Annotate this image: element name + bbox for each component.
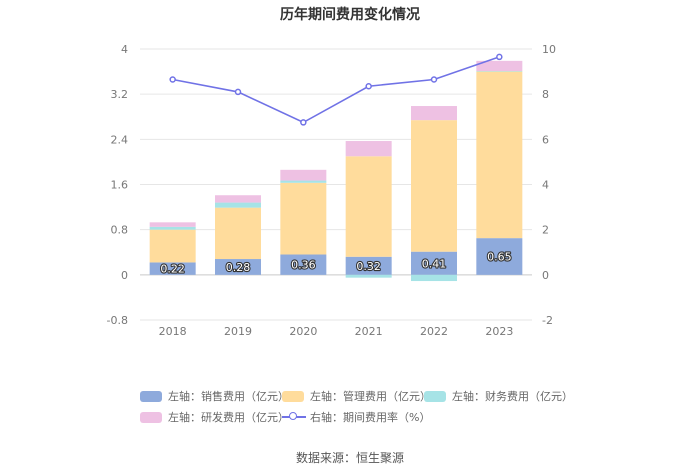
data-label: 0.36 xyxy=(291,259,316,272)
x-tick-label: 2021 xyxy=(355,325,383,338)
bar-segment xyxy=(411,274,457,282)
rate-point xyxy=(430,76,438,83)
bar-segment xyxy=(411,251,457,275)
data-label: 0.32 xyxy=(356,260,381,273)
legend-item-rnd[interactable]: 左轴：研发费用（亿元） xyxy=(140,409,289,425)
legend-label-rate: 右轴：期间费用率（%） xyxy=(310,411,431,424)
legend-label-sales: 左轴：销售费用（亿元） xyxy=(168,390,289,403)
bar-segment xyxy=(215,259,261,275)
legend-label-admin: 左轴：管理费用（亿元） xyxy=(310,390,431,403)
bar-segment xyxy=(476,238,523,275)
bar-segment xyxy=(476,71,523,239)
rate-point xyxy=(234,88,242,96)
bar-segment xyxy=(280,180,327,183)
bar-segment xyxy=(280,169,327,181)
legend-label-finance: 左轴：财务费用（亿元） xyxy=(452,390,573,403)
right-tick-label: 2 xyxy=(542,224,549,237)
bar-segment xyxy=(476,60,523,72)
legend-item-rate[interactable]: 右轴：期间费用率（%） xyxy=(282,409,430,425)
data-label: 0.28 xyxy=(226,261,251,274)
right-tick-label: 0 xyxy=(542,269,549,282)
bar-segment xyxy=(215,195,261,203)
data-label: 0.65 xyxy=(487,250,512,263)
x-tick-label: 2022 xyxy=(420,325,448,338)
bar-segment xyxy=(280,182,327,255)
legend-item-finance[interactable]: 左轴：财务费用（亿元） xyxy=(424,388,573,404)
legend-item-admin[interactable]: 左轴：管理费用（亿元） xyxy=(282,388,431,404)
bar-segment xyxy=(280,254,327,275)
left-tick-label: 2.4 xyxy=(111,133,129,146)
left-tick-label: 1.6 xyxy=(111,179,129,192)
source-note: 数据来源：恒生聚源 xyxy=(295,451,404,465)
bar-segment xyxy=(215,202,261,208)
bar-segment xyxy=(149,262,196,275)
legend-swatch-sales xyxy=(140,390,162,402)
left-tick-label: 3.2 xyxy=(111,88,129,101)
x-tick-label: 2019 xyxy=(224,325,252,338)
rate-point xyxy=(496,53,503,61)
bar-segment xyxy=(476,71,523,72)
bar-segment xyxy=(149,226,196,230)
data-label: 0.22 xyxy=(160,263,185,276)
right-tick-label: 8 xyxy=(542,88,549,101)
chart-title: 历年期间费用变化情况 xyxy=(280,7,420,23)
bar-segment xyxy=(345,156,392,257)
x-tick-label: 2023 xyxy=(485,325,513,338)
bar-segment xyxy=(345,256,392,275)
bar-segment xyxy=(411,106,457,121)
bar-segment xyxy=(149,222,196,227)
left-tick-label: 0.8 xyxy=(111,224,129,237)
data-label: 0.41 xyxy=(422,257,447,270)
legend-item-sales[interactable]: 左轴：销售费用（亿元） xyxy=(140,388,289,404)
x-tick-label: 2018 xyxy=(159,325,187,338)
right-tick-label: 4 xyxy=(542,179,549,192)
right-tick-label: -2 xyxy=(542,314,553,327)
legend-swatch-finance xyxy=(424,390,446,402)
x-tick-label: 2020 xyxy=(289,325,317,338)
bar-segment xyxy=(345,141,392,157)
rate-point xyxy=(365,83,372,90)
left-tick-label: -0.8 xyxy=(107,314,128,327)
right-tick-label: 6 xyxy=(542,133,549,146)
legend-swatch-rate xyxy=(282,411,306,423)
left-tick-label: 4 xyxy=(121,43,128,56)
bar-segment xyxy=(345,274,392,278)
rate-line xyxy=(172,56,500,124)
legend-label-rnd: 左轴：研发费用（亿元） xyxy=(168,411,289,424)
legend-swatch-admin xyxy=(282,390,304,402)
bar-segment xyxy=(411,120,457,252)
bar-segment xyxy=(215,207,261,260)
rate-point xyxy=(300,119,307,126)
legend-swatch-rnd xyxy=(140,411,162,423)
left-tick-label: 0 xyxy=(121,269,128,282)
rate-point xyxy=(169,76,176,83)
right-tick-label: 10 xyxy=(542,43,556,56)
bar-segment xyxy=(149,229,196,263)
